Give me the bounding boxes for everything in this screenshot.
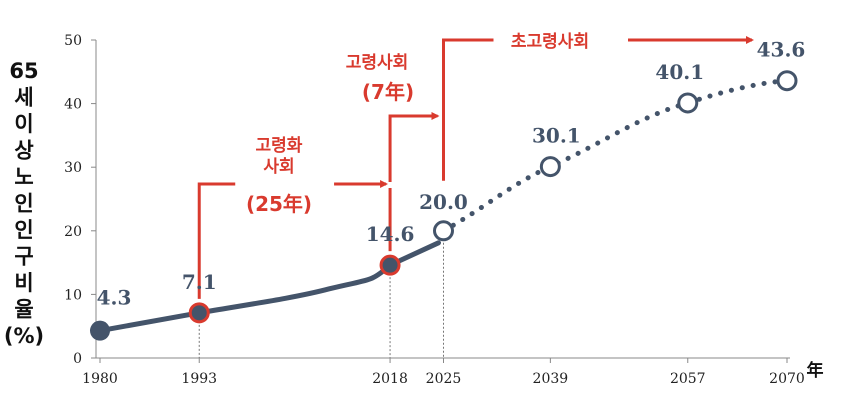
annotation-arrow — [388, 112, 440, 182]
data-point-projected — [433, 220, 454, 242]
annotation-label: 초고령사회 — [511, 31, 589, 52]
x-tick-label: 2057 — [670, 371, 706, 387]
data-point-projected — [539, 156, 561, 178]
y-label-char: 율 — [14, 298, 33, 322]
data-points: 4.3 7.1 14.620.0 30.1 40.1 43.6 — [90, 38, 805, 341]
x-unit-label: 年 — [807, 360, 824, 381]
y-label-char: 비 — [14, 271, 33, 295]
annotation-bracket-left — [197, 182, 236, 299]
y-label-char: (%) — [4, 324, 44, 348]
data-label: 20.0 — [419, 190, 468, 214]
y-tick-label: 30 — [64, 160, 82, 176]
data-point-highlight — [379, 254, 401, 276]
annotation-bracket-left — [442, 38, 494, 181]
data-point-projected — [776, 70, 798, 92]
series-line — [97, 78, 790, 334]
data-label: 43.6 — [757, 38, 806, 62]
data-label: 30.1 — [532, 124, 581, 148]
y-tick-label: 0 — [73, 351, 82, 367]
x-tick-label: 2039 — [533, 371, 569, 387]
annotation-sub: (25年) — [246, 192, 312, 216]
x-tick-label: 1993 — [181, 371, 217, 387]
y-label-char: 노 — [14, 165, 33, 189]
y-label-char: 인 — [14, 192, 33, 216]
data-label: 4.3 — [97, 286, 132, 310]
data-point-highlight — [188, 302, 210, 324]
y-tick-label: 50 — [64, 33, 82, 49]
x-tick-label: 2018 — [372, 371, 408, 387]
series-projection — [441, 78, 790, 234]
series-actual — [97, 240, 441, 334]
x-tick-label: 2070 — [769, 371, 805, 387]
y-label-char: 세 — [14, 86, 33, 110]
y-axis: 0 10 20 30 40 50 — [64, 33, 97, 367]
annotation-label: 고령화 — [256, 135, 303, 156]
y-label-char: 65 — [9, 59, 38, 83]
y-label-char: 인 — [14, 218, 33, 242]
y-tick-label: 10 — [64, 287, 82, 303]
y-tick-label: 40 — [64, 97, 82, 113]
x-axis: 1980 1993 2018 2025 2039 2057 2070 年 — [82, 242, 824, 387]
x-tick-label: 2025 — [426, 371, 462, 387]
y-label-char: 상 — [14, 139, 33, 163]
y-label-char: 이 — [14, 112, 33, 136]
annotation-label: 사회 — [263, 157, 294, 177]
x-tick-label: 1980 — [82, 371, 118, 387]
annotation-label: 고령사회 — [346, 52, 409, 73]
data-label: 14.6 — [366, 222, 415, 246]
data-label: 40.1 — [655, 60, 704, 84]
y-label-char: 구 — [14, 245, 33, 269]
data-point-projected — [677, 92, 699, 114]
annotation-sub: (7年) — [362, 80, 414, 104]
y-tick-label: 20 — [64, 224, 82, 240]
data-point — [90, 320, 110, 341]
data-label: 7.1 — [182, 270, 217, 294]
